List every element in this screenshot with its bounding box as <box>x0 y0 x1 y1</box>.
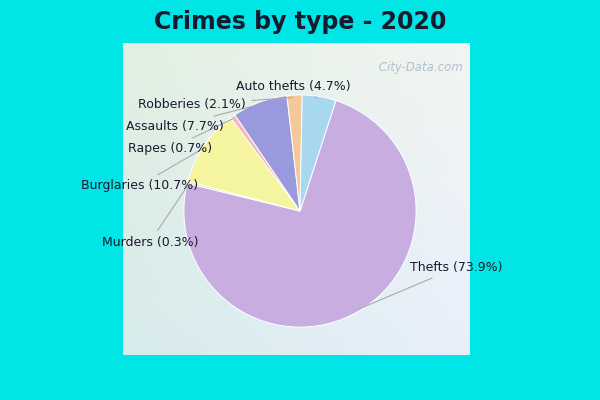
Wedge shape <box>187 181 300 211</box>
Text: Crimes by type - 2020: Crimes by type - 2020 <box>154 10 446 34</box>
Text: City-Data.com: City-Data.com <box>375 61 463 74</box>
Text: Murders (0.3%): Murders (0.3%) <box>101 185 198 249</box>
Text: Assaults (7.7%): Assaults (7.7%) <box>126 105 259 132</box>
Wedge shape <box>287 95 302 211</box>
Text: Thefts (73.9%): Thefts (73.9%) <box>358 261 503 310</box>
Text: Burglaries (10.7%): Burglaries (10.7%) <box>81 148 203 192</box>
Wedge shape <box>235 96 300 211</box>
Wedge shape <box>188 118 300 211</box>
Wedge shape <box>184 100 416 327</box>
Wedge shape <box>230 115 300 211</box>
Text: Auto thefts (4.7%): Auto thefts (4.7%) <box>236 80 350 98</box>
Text: Rapes (0.7%): Rapes (0.7%) <box>128 119 232 155</box>
Wedge shape <box>300 95 336 211</box>
Text: Robberies (2.1%): Robberies (2.1%) <box>139 98 293 111</box>
